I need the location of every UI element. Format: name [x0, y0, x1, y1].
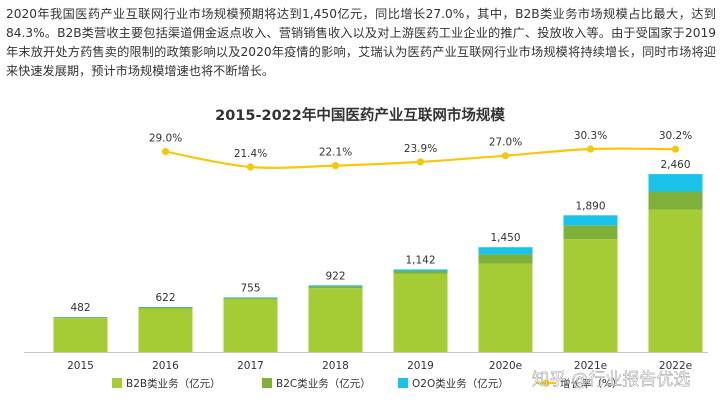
bar-layer: 482 622 755 922 1,142 1,450 1,890 2,460 — [54, 159, 703, 352]
bar-group-2022e: 2,460 — [649, 159, 703, 352]
total-label-2015: 482 — [70, 302, 90, 314]
growth-point-2018 — [332, 162, 339, 169]
market-size-chart: 2015-2022年中国医药产业互联网市场规模 29.0%21.4%22.1%2… — [0, 94, 720, 405]
growth-point-2019 — [417, 158, 424, 165]
growth-label-2021e: 30.3% — [574, 130, 607, 142]
bar-o2o-2017 — [224, 297, 278, 298]
total-label-2021e: 1,890 — [575, 200, 605, 212]
bar-b2c-2022e — [649, 192, 703, 210]
chart-title: 2015-2022年中国医药产业互联网市场规模 — [215, 106, 505, 124]
bar-b2b-2016 — [139, 309, 193, 352]
bar-group-2021e: 1,890 — [564, 200, 618, 352]
growth-point-2021e — [587, 145, 594, 152]
bar-b2b-2021e — [564, 239, 618, 352]
bar-o2o-2022e — [649, 174, 703, 191]
growth-label-2018: 22.1% — [319, 147, 352, 159]
bar-b2c-2019 — [394, 271, 448, 274]
intro-paragraph: 2020年我国医药产业互联网行业市场规模预期将达到1,450亿元，同比增长27.… — [6, 5, 716, 81]
growth-rate-layer: 29.0% 21.4% 22.1% 23.9% 27.0% 30.3% 30.2% — [149, 130, 692, 171]
bar-o2o-2021e — [564, 215, 618, 225]
total-label-2019: 1,142 — [405, 254, 435, 266]
x-tick-2020e: 2020e — [489, 360, 522, 372]
bar-b2b-2022e — [649, 210, 703, 352]
legend-label-o2o: O2O类业务（亿元） — [412, 377, 509, 390]
chart-container: 2015-2022年中国医药产业互联网市场规模 29.0%21.4%22.1%2… — [0, 94, 720, 405]
bar-b2b-2018 — [309, 288, 363, 352]
legend-swatch-b2b — [112, 378, 122, 388]
bar-group-2015: 482 — [54, 302, 108, 352]
growth-point-2022e — [672, 146, 679, 153]
bar-group-2019: 1,142 — [394, 254, 448, 352]
growth-point-2020e — [502, 152, 509, 159]
bar-b2c-2015 — [54, 318, 108, 319]
bar-o2o-2020e — [479, 247, 533, 254]
total-label-2016: 622 — [155, 292, 175, 304]
growth-point-2017 — [247, 163, 254, 170]
bar-b2c-2017 — [224, 298, 278, 299]
x-tick-2015: 2015 — [67, 360, 94, 372]
bar-o2o-2016 — [139, 307, 193, 308]
x-tick-2018: 2018 — [322, 360, 349, 372]
total-label-2017: 755 — [240, 282, 260, 294]
bar-b2c-2018 — [309, 286, 363, 288]
total-label-2020e: 1,450 — [490, 232, 520, 244]
bar-group-2016: 622 — [139, 292, 193, 352]
legend-swatch-b2c — [262, 378, 272, 388]
legend-label-b2b: B2B类业务（亿元） — [126, 377, 221, 390]
bar-b2c-2020e — [479, 254, 533, 263]
bar-b2c-2021e — [564, 226, 618, 240]
legend-label-b2c: B2C类业务（亿元） — [276, 377, 371, 390]
bar-b2b-2019 — [394, 274, 448, 353]
bar-o2o-2019 — [394, 269, 448, 271]
growth-label-2017: 21.4% — [234, 148, 267, 160]
growth-label-2016: 29.0% — [149, 133, 182, 145]
total-label-2022e: 2,460 — [660, 159, 690, 171]
growth-label-2022e: 30.2% — [659, 130, 692, 142]
bar-group-2018: 922 — [309, 270, 363, 352]
bar-b2c-2016 — [139, 308, 193, 309]
x-tick-2016: 2016 — [152, 360, 179, 372]
growth-label-2019: 23.9% — [404, 143, 437, 155]
x-tick-2017: 2017 — [237, 360, 264, 372]
bar-b2b-2015 — [54, 318, 108, 352]
bar-b2b-2017 — [224, 299, 278, 352]
watermark-text: 知乎 @行业报告优选 — [532, 370, 690, 390]
growth-point-2016 — [162, 148, 169, 155]
legend-swatch-o2o — [398, 378, 408, 388]
bar-b2b-2020e — [479, 264, 533, 352]
growth-label-2020e: 27.0% — [489, 137, 522, 149]
bar-group-2017: 755 — [224, 282, 278, 352]
bar-o2o-2018 — [309, 285, 363, 286]
bar-group-2020e: 1,450 — [479, 232, 533, 352]
x-tick-2019: 2019 — [407, 360, 434, 372]
total-label-2018: 922 — [325, 270, 345, 282]
